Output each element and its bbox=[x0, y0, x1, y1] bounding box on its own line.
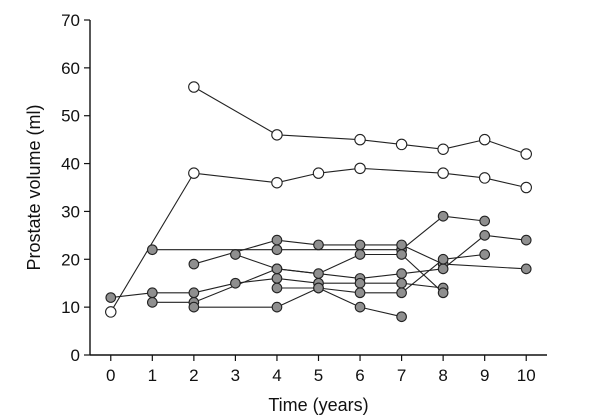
x-tick-label: 8 bbox=[438, 366, 447, 385]
filled-data-point-6-3 bbox=[188, 287, 200, 299]
filled-data-point-3-4 bbox=[437, 210, 449, 222]
filled-data-point-6-4 bbox=[230, 277, 241, 289]
filled-data-point-5-6 bbox=[479, 230, 491, 241]
x-tick-label: 10 bbox=[517, 366, 536, 385]
open-data-point-2-5 bbox=[354, 162, 366, 175]
x-tick-label: 2 bbox=[189, 366, 198, 385]
filled-data-point-9-4 bbox=[396, 311, 407, 323]
filled-data-point-3-5 bbox=[479, 215, 491, 227]
open-data-point-1-4 bbox=[395, 138, 408, 151]
open-data-point-2-4 bbox=[312, 167, 325, 179]
filled-data-point-4-7 bbox=[520, 263, 532, 275]
filled-data-point-8-6 bbox=[437, 253, 449, 265]
y-axis-title: Prostate volume (ml) bbox=[24, 104, 44, 270]
x-tick-label: 9 bbox=[480, 366, 489, 385]
filled-data-point-3-1 bbox=[146, 244, 158, 256]
filled-data-point-5-4 bbox=[396, 268, 407, 279]
x-tick-label: 3 bbox=[231, 366, 240, 385]
filled-data-point-9-1 bbox=[271, 282, 283, 294]
filled-data-point-4-1 bbox=[188, 258, 200, 270]
filled-data-point-5-5 bbox=[437, 263, 449, 275]
y-tick-label: 70 bbox=[61, 11, 80, 30]
series-line-9 bbox=[276, 287, 403, 318]
open-data-point-2-6 bbox=[437, 167, 449, 179]
filled-data-point-3-2 bbox=[271, 244, 283, 256]
x-tick-label: 1 bbox=[148, 366, 157, 385]
y-tick-label: 20 bbox=[61, 250, 80, 269]
y-tick-label: 30 bbox=[61, 202, 80, 221]
filled-data-point-5-7 bbox=[520, 234, 532, 246]
x-axis-title: Time (years) bbox=[268, 395, 368, 415]
open-data-point-1-6 bbox=[478, 133, 491, 146]
filled-data-point-8-7 bbox=[479, 249, 491, 260]
filled-data-point-6-7 bbox=[354, 277, 366, 289]
filled-data-point-4-4 bbox=[354, 239, 366, 251]
open-data-point-2-2 bbox=[188, 167, 200, 179]
open-data-point-1-7 bbox=[520, 148, 532, 160]
open-data-point-2-8 bbox=[520, 181, 532, 194]
x-tick-label: 0 bbox=[106, 366, 115, 385]
x-tick-label: 6 bbox=[355, 366, 364, 385]
open-data-point-2-1 bbox=[105, 306, 117, 318]
filled-data-point-7-6 bbox=[396, 249, 407, 260]
open-data-point-2-3 bbox=[271, 176, 283, 189]
filled-data-point-8-5 bbox=[396, 287, 407, 299]
open-data-point-1-1 bbox=[188, 81, 200, 93]
x-ticks: 0 1 2 3 4 5 6 7 8 9 10 bbox=[106, 355, 536, 385]
open-data-point-2-7 bbox=[478, 172, 491, 184]
x-tick-label: 7 bbox=[397, 366, 406, 385]
filled-data-point-4-5 bbox=[396, 239, 407, 251]
filled-data-point-9-2 bbox=[313, 282, 324, 294]
filled-data-point-4-2 bbox=[271, 234, 283, 246]
filled-data-point-6-1 bbox=[105, 292, 117, 303]
y-tick-label: 40 bbox=[61, 155, 80, 174]
y-tick-label: 0 bbox=[71, 346, 80, 365]
filled-data-point-7-7 bbox=[437, 287, 449, 299]
filled-data-point-6-5 bbox=[271, 273, 283, 284]
filled-data-point-8-2 bbox=[271, 301, 283, 313]
y-ticks: 0 10 20 30 40 50 60 70 bbox=[61, 11, 90, 365]
y-tick-label: 10 bbox=[61, 298, 80, 317]
filled-data-point-6-2 bbox=[146, 287, 158, 299]
filled-data-point-8-4 bbox=[354, 287, 366, 299]
y-tick-label: 60 bbox=[61, 59, 80, 78]
filled-data-point-7-5 bbox=[354, 249, 366, 260]
filled-data-point-7-3 bbox=[271, 263, 283, 275]
y-tick-label: 50 bbox=[61, 107, 80, 126]
open-data-point-1-3 bbox=[354, 133, 366, 146]
open-data-point-1-2 bbox=[271, 129, 283, 141]
filled-data-point-7-4 bbox=[313, 268, 324, 279]
series-points bbox=[105, 81, 532, 323]
axes-layer bbox=[89, 20, 547, 356]
x-tick-label: 5 bbox=[314, 366, 323, 385]
filled-data-point-6-8 bbox=[396, 277, 407, 289]
open-data-point-1-5 bbox=[437, 143, 449, 155]
filled-data-point-5-1 bbox=[230, 249, 241, 260]
filled-data-point-4-3 bbox=[313, 239, 324, 251]
filled-data-point-9-3 bbox=[354, 301, 366, 313]
x-tick-label: 4 bbox=[272, 366, 281, 385]
series-line-2 bbox=[110, 167, 527, 313]
filled-data-point-7-1 bbox=[146, 297, 158, 308]
filled-data-point-8-1 bbox=[188, 301, 200, 313]
